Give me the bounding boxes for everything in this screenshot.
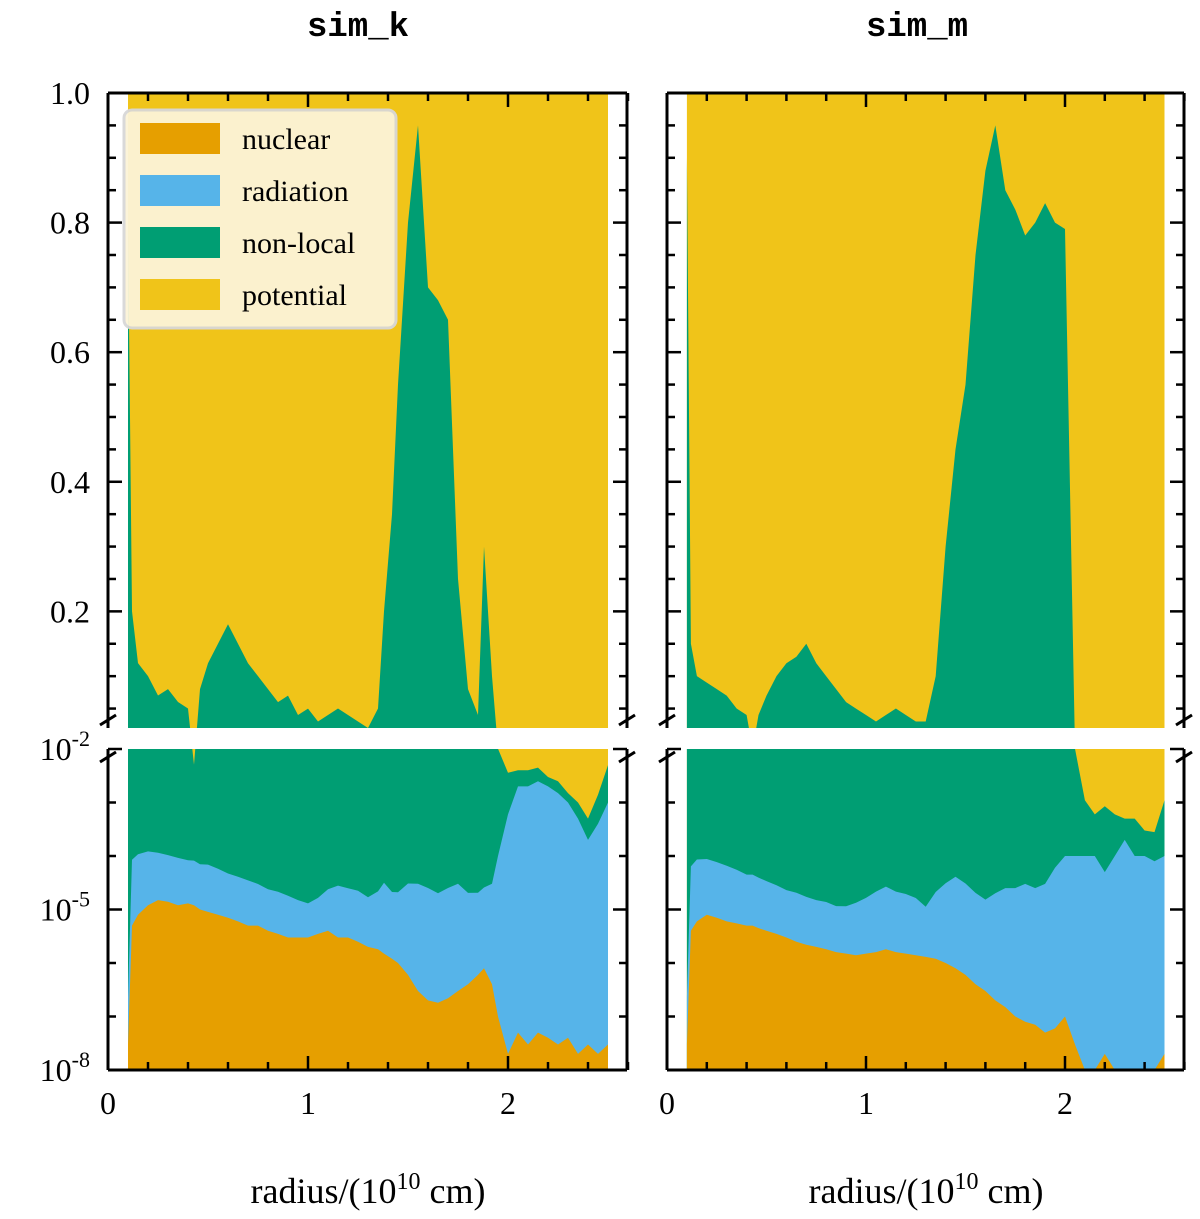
y-tick-label-exp: -8 [72,1047,90,1072]
y-tick-label-exp: -2 [72,726,90,751]
y-tick-label-base: 10 [40,892,72,928]
legend: nuclear radiation non-local potential [122,108,398,330]
y-tick-label: 0.6 [50,334,90,370]
legend-box [122,108,398,330]
break-mark [1175,750,1193,764]
break-mark [658,713,676,727]
break-mark [99,713,117,727]
x-axis-label-right: radius/(1010 cm) [809,1169,1044,1211]
panel-sim-k: 0 1 2 [99,91,636,1121]
legend-swatch-radiation [140,175,220,206]
legend-label-non-local: non-local [242,227,355,260]
x-tick-label: 1 [300,1085,316,1121]
axis-break-gap [100,728,636,749]
x-axis-label-left: radius/(1010 cm) [251,1169,486,1211]
x-axis-label-unit: cm) [979,1171,1044,1211]
panel-title-sim-k: sim_k [307,9,409,47]
x-tick-label: 0 [100,1085,116,1121]
y-tick-label-log: 10-5 [40,887,90,928]
axis-break-gap [659,728,1193,749]
break-mark [658,750,676,764]
y-tick-label-log: 10-8 [40,1047,90,1088]
x-axis-label-text: radius/(10 [251,1171,397,1211]
y-tick-labels: 0.20.40.60.81.010-210-510-8 [40,75,90,1088]
area-non-local-sim-m [686,125,1165,1070]
x-axis-label-exp: 10 [397,1169,421,1195]
break-mark [1175,713,1193,727]
y-tick-label-base: 10 [40,731,72,767]
y-tick-label: 0.4 [50,464,90,500]
y-tick-label-base: 10 [40,1052,72,1088]
panel-title-sim-m: sim_m [866,9,968,47]
legend-label-nuclear: nuclear [242,123,330,156]
x-tick-label: 0 [659,1085,675,1121]
legend-swatch-non-local [140,227,220,258]
y-tick-label-log: 10-2 [40,726,90,767]
break-mark [618,750,636,764]
x-tick-label: 1 [858,1085,874,1121]
y-tick-label: 1.0 [50,75,90,111]
y-tick-label-exp: -5 [72,887,90,912]
y-tick-label: 0.8 [50,205,90,241]
x-axis-label-unit: cm) [421,1171,486,1211]
break-mark [618,713,636,727]
legend-label-radiation: radiation [242,175,349,208]
area-nuclear-sim-k [128,900,608,1070]
x-axis-label-text: radius/(10 [809,1171,955,1211]
x-tick-label: 2 [1057,1085,1073,1121]
area-nuclear-sim-m [686,914,1165,1070]
x-axis-label-exp: 10 [955,1169,979,1195]
legend-swatch-nuclear [140,123,220,154]
svg-text:radius/(1010 cm): radius/(1010 cm) [251,1169,486,1211]
panel-sim-m: 0 1 2 [658,91,1193,1121]
x-tick-label: 2 [500,1085,516,1121]
y-tick-label: 0.2 [50,593,90,629]
area-non-local-sim-k [128,125,608,1070]
legend-swatch-potential [140,279,220,310]
break-mark [99,750,117,764]
svg-text:radius/(1010 cm): radius/(1010 cm) [809,1169,1044,1211]
legend-label-potential: potential [242,279,347,312]
